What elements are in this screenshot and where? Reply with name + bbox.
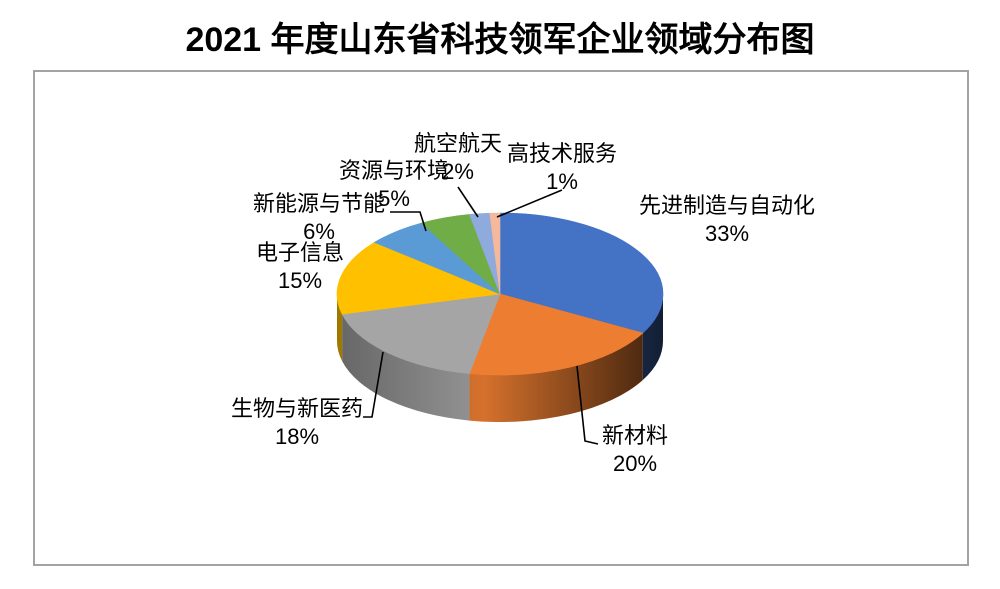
chart-title: 2021 年度山东省科技领军企业领域分布图 [185, 21, 815, 59]
plot-area-border [33, 70, 969, 566]
pie-slice-side-1 [469, 333, 643, 423]
pie-slice-1[interactable] [469, 293, 644, 376]
leader-line-4 [390, 211, 427, 232]
pie-slice-7[interactable] [489, 212, 501, 295]
pie-slice-0[interactable] [499, 212, 664, 334]
leader-line-6 [457, 186, 479, 218]
leader-line-1 [576, 365, 599, 445]
pie-slice-3[interactable] [336, 242, 502, 315]
pie-slice-2[interactable] [341, 293, 501, 374]
pie-slice-side-0 [642, 294, 663, 381]
pie-slice-side-2 [342, 314, 470, 421]
pie-slice-side-3 [337, 294, 343, 362]
leader-line-7 [496, 189, 563, 218]
leader-line-2 [363, 351, 384, 418]
